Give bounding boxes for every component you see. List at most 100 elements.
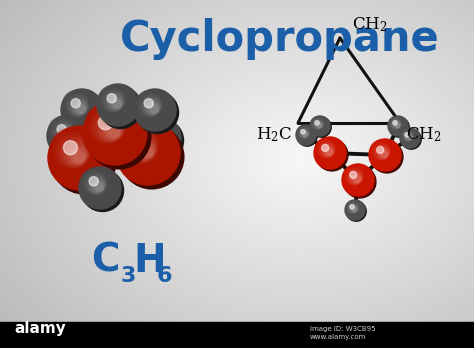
Circle shape: [297, 126, 310, 139]
Circle shape: [404, 132, 413, 141]
Circle shape: [99, 117, 122, 141]
Circle shape: [57, 125, 66, 134]
Circle shape: [349, 204, 358, 213]
Circle shape: [95, 113, 124, 142]
Circle shape: [344, 166, 376, 198]
Circle shape: [64, 92, 106, 134]
Circle shape: [345, 167, 364, 185]
Circle shape: [370, 140, 391, 161]
Circle shape: [408, 136, 411, 139]
Circle shape: [64, 141, 77, 155]
Circle shape: [57, 125, 73, 141]
Circle shape: [81, 168, 108, 196]
Circle shape: [353, 208, 356, 211]
Circle shape: [377, 147, 389, 159]
Circle shape: [100, 88, 125, 112]
Circle shape: [395, 123, 400, 128]
Text: www.alamy.com: www.alamy.com: [310, 334, 366, 340]
Circle shape: [105, 123, 120, 139]
Circle shape: [135, 140, 155, 159]
Circle shape: [389, 117, 409, 137]
Circle shape: [96, 184, 103, 191]
Circle shape: [99, 116, 112, 130]
Circle shape: [146, 101, 159, 114]
Circle shape: [87, 105, 151, 169]
Circle shape: [317, 123, 322, 128]
Circle shape: [48, 117, 76, 144]
Circle shape: [351, 206, 357, 212]
Circle shape: [319, 141, 335, 158]
Circle shape: [300, 129, 309, 138]
Circle shape: [396, 124, 399, 127]
Circle shape: [316, 139, 348, 171]
Circle shape: [310, 117, 324, 130]
Circle shape: [351, 173, 361, 183]
Circle shape: [393, 121, 397, 125]
Circle shape: [355, 177, 360, 182]
Circle shape: [322, 144, 329, 151]
Circle shape: [350, 205, 354, 209]
Circle shape: [388, 116, 408, 136]
Circle shape: [61, 89, 103, 131]
Circle shape: [393, 121, 401, 128]
Circle shape: [390, 118, 401, 129]
Circle shape: [63, 90, 90, 118]
Circle shape: [296, 125, 316, 145]
Circle shape: [369, 139, 401, 171]
Bar: [0, 322, 474, 348]
Circle shape: [64, 93, 89, 117]
Circle shape: [391, 119, 401, 129]
Circle shape: [92, 110, 125, 143]
Text: $\mathregular{H_2C}$: $\mathregular{H_2C}$: [256, 125, 292, 144]
Circle shape: [346, 168, 363, 185]
Circle shape: [137, 92, 179, 134]
Circle shape: [315, 138, 336, 159]
Text: H: H: [133, 242, 165, 280]
Circle shape: [73, 101, 86, 114]
Circle shape: [107, 94, 123, 110]
Circle shape: [371, 141, 403, 173]
Circle shape: [137, 93, 162, 117]
Circle shape: [342, 164, 374, 196]
Circle shape: [346, 201, 366, 221]
Circle shape: [378, 148, 388, 158]
Circle shape: [131, 136, 146, 150]
Circle shape: [389, 117, 401, 130]
Circle shape: [149, 127, 158, 136]
Circle shape: [85, 173, 106, 194]
Circle shape: [401, 129, 414, 142]
Circle shape: [116, 121, 180, 185]
Circle shape: [313, 119, 323, 129]
Circle shape: [374, 143, 390, 160]
Circle shape: [156, 134, 163, 141]
Circle shape: [311, 117, 331, 137]
Circle shape: [375, 145, 389, 159]
Circle shape: [62, 129, 72, 140]
Circle shape: [83, 101, 147, 165]
Circle shape: [345, 200, 365, 220]
Circle shape: [64, 142, 88, 166]
Circle shape: [109, 96, 122, 109]
Circle shape: [302, 131, 308, 137]
Circle shape: [128, 133, 156, 161]
Circle shape: [67, 95, 88, 116]
Circle shape: [93, 182, 103, 191]
Circle shape: [325, 148, 333, 156]
Circle shape: [348, 203, 358, 213]
Circle shape: [49, 118, 91, 159]
Circle shape: [91, 179, 104, 192]
Circle shape: [82, 171, 107, 195]
Circle shape: [52, 130, 116, 194]
Circle shape: [350, 172, 362, 184]
Circle shape: [382, 152, 387, 157]
Text: $\mathregular{CH_2}$: $\mathregular{CH_2}$: [352, 15, 388, 34]
Circle shape: [102, 120, 121, 140]
Circle shape: [140, 95, 161, 116]
Circle shape: [97, 84, 139, 126]
Circle shape: [377, 147, 384, 153]
Circle shape: [318, 124, 321, 127]
Text: 6: 6: [157, 266, 173, 286]
Circle shape: [71, 99, 80, 108]
Circle shape: [70, 148, 85, 163]
Circle shape: [139, 117, 181, 159]
